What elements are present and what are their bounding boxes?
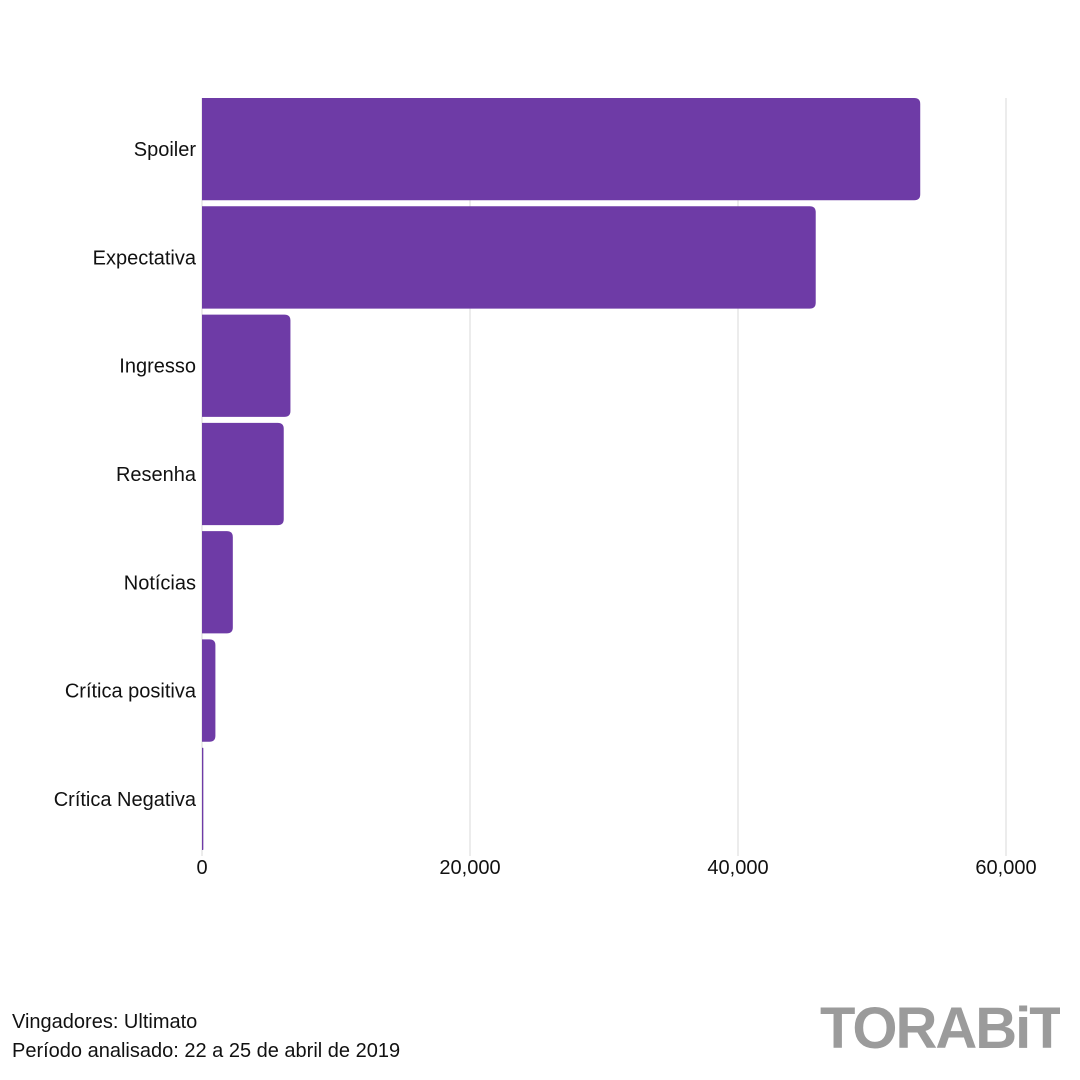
category-labels: Spoiler Expectativa Ingresso Resenha Notícia… — [54, 139, 197, 811]
category-label-expectativa: Expectativa — [93, 247, 197, 269]
category-label-critica-negativa: Crítica Negativa — [54, 789, 197, 811]
bars — [202, 98, 921, 850]
footer-title: Vingadores: Ultimato — [12, 1011, 198, 1033]
bar-resenha — [202, 422, 284, 526]
bar-ingresso — [202, 314, 291, 417]
x-tick-label: 0 — [196, 857, 207, 879]
category-label-critica-positiva: Crítica positiva — [65, 681, 197, 703]
bar-spoiler — [202, 98, 921, 201]
footer-caption: Vingadores: Ultimato Período analisado: … — [12, 1008, 400, 1066]
footer-period: Período analisado: 22 a 25 de abril de 2… — [12, 1040, 401, 1062]
category-label-spoiler: Spoiler — [134, 139, 197, 161]
bar-expectativa — [202, 206, 816, 309]
category-label-ingresso: Ingresso — [119, 356, 196, 378]
bar-critica-negativa — [202, 747, 204, 850]
bar-chart: Spoiler Expectativa Ingresso Resenha Notícia… — [54, 98, 1037, 879]
bar-noticias — [202, 531, 233, 634]
x-tick-label: 20,000 — [439, 857, 500, 879]
bar-critica-positiva — [202, 639, 216, 742]
torabit-logo: TORABiT — [820, 996, 1060, 1061]
logo-wordmark: TORABiT — [820, 996, 1060, 1061]
x-tick-label: 60,000 — [975, 857, 1036, 879]
x-tick-labels: 0 20,000 40,000 60,000 — [196, 857, 1036, 879]
category-label-resenha: Resenha — [116, 464, 197, 486]
category-label-noticias: Notícias — [124, 572, 196, 594]
x-tick-label: 40,000 — [707, 857, 768, 879]
